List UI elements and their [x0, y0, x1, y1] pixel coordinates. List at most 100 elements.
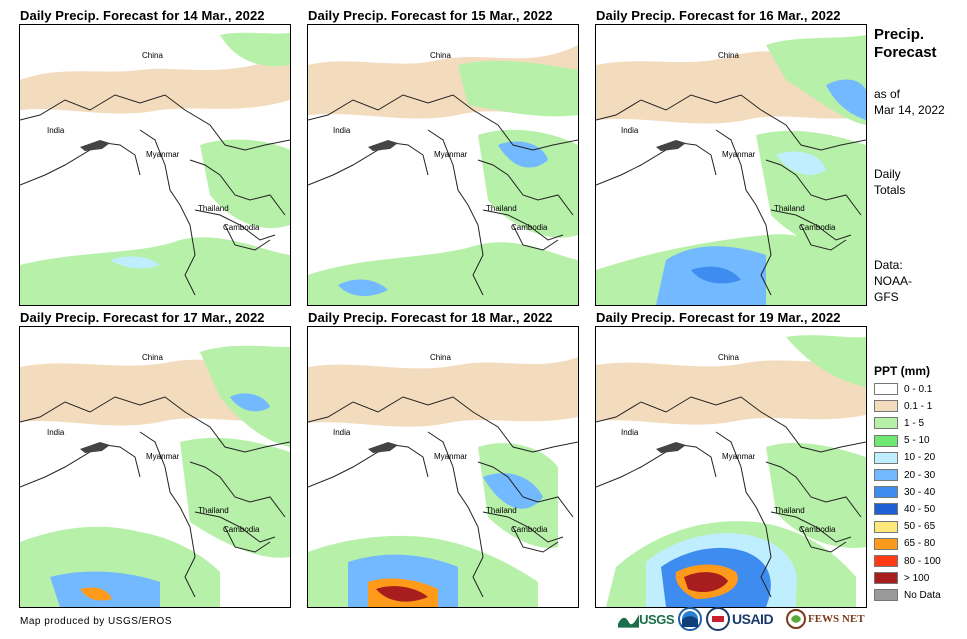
legend-swatch: [874, 520, 898, 533]
sidebar-data-line3: GFS: [874, 290, 899, 304]
legend-item: 0.1 - 1: [874, 398, 932, 414]
legend-item: 40 - 50: [874, 501, 935, 517]
legend-item: > 100: [874, 570, 929, 586]
label-myanmar: Myanmar: [146, 452, 180, 461]
legend-swatch: [874, 417, 898, 430]
usgs-logo: USGS: [618, 604, 674, 634]
label-myanmar: Myanmar: [434, 452, 468, 461]
legend-label: No Data: [904, 589, 941, 601]
label-thailand: Thailand: [486, 204, 517, 213]
label-cambodia: Cambodia: [511, 525, 548, 534]
sidebar-title-line2: Forecast: [874, 44, 937, 61]
label-cambodia: Cambodia: [223, 223, 260, 232]
map-graphic: [308, 45, 578, 305]
legend-item: 0 - 0.1: [874, 381, 932, 397]
map-panel-1: China India Myanmar Thailand Cambodia: [19, 24, 291, 306]
legend-label: 40 - 50: [904, 503, 936, 515]
label-india: India: [333, 126, 351, 135]
legend-label: 65 - 80: [904, 538, 936, 550]
legend-swatch: [874, 572, 898, 585]
map-graphic: [308, 357, 578, 607]
label-china: China: [718, 51, 739, 60]
label-china: China: [718, 353, 739, 362]
map-panel-3: China India Myanmar Thailand Cambodia: [595, 24, 867, 306]
label-cambodia: Cambodia: [799, 525, 836, 534]
legend-item: 80 - 100: [874, 553, 941, 569]
sidebar-title-line1: Precip.: [874, 26, 925, 43]
label-cambodia: Cambodia: [511, 223, 548, 232]
label-india: India: [47, 428, 65, 437]
label-thailand: Thailand: [486, 506, 517, 515]
legend-swatch: [874, 451, 898, 464]
label-china: China: [430, 51, 451, 60]
usaid-logo-text: USAID: [732, 611, 774, 627]
fewsnet-logo-text: FEWS NET: [808, 613, 865, 625]
legend-swatch: [874, 383, 898, 395]
legend-label: 50 - 65: [904, 521, 936, 533]
legend-item: 65 - 80: [874, 536, 935, 552]
usaid-seal: [706, 604, 732, 634]
legend-item: 50 - 65: [874, 519, 935, 535]
noaa-emblem-icon: [678, 607, 702, 631]
legend-label: 80 - 100: [904, 555, 941, 567]
fewsnet-globe-icon: [786, 609, 806, 629]
usgs-logo-text: USGS: [639, 611, 674, 627]
legend-label: 0.1 - 1: [904, 400, 933, 412]
legend-swatch: [874, 503, 898, 516]
panel-title-5: Daily Precip. Forecast for 18 Mar., 2022: [308, 310, 553, 325]
legend-swatch: [874, 589, 898, 602]
sidebar-data-line1: Data:: [874, 258, 903, 272]
usaid-logo: USAID: [732, 604, 784, 634]
legend-swatch: [874, 434, 898, 447]
label-myanmar: Myanmar: [722, 150, 756, 159]
legend-swatch: [874, 486, 898, 499]
legend-item: 30 - 40: [874, 484, 935, 500]
map-credit: Map produced by USGS/EROS: [20, 616, 173, 627]
legend-swatch: [874, 555, 898, 567]
fewsnet-logo: FEWS NET: [786, 604, 866, 634]
map-graphic: [596, 35, 866, 305]
label-china: China: [142, 353, 163, 362]
panel-title-3: Daily Precip. Forecast for 16 Mar., 2022: [596, 8, 841, 23]
sidebar-data-line2: NOAA-: [874, 274, 913, 288]
legend-label: 5 - 10: [904, 435, 930, 447]
sidebar-daily-line2: Totals: [874, 183, 906, 197]
legend-label: 10 - 20: [904, 452, 936, 464]
map-graphic: [20, 32, 290, 305]
label-myanmar: Myanmar: [146, 150, 180, 159]
label-myanmar: Myanmar: [434, 150, 468, 159]
legend-item: 10 - 20: [874, 450, 935, 466]
legend-label: 0 - 0.1: [904, 383, 933, 395]
label-india: India: [47, 126, 65, 135]
panel-title-4: Daily Precip. Forecast for 17 Mar., 2022: [20, 310, 265, 325]
label-thailand: Thailand: [774, 204, 805, 213]
legend-swatch: [874, 469, 898, 481]
label-india: India: [333, 428, 351, 437]
label-thailand: Thailand: [774, 506, 805, 515]
legend-label: 1 - 5: [904, 417, 925, 429]
sidebar-asof-line1: as of: [874, 87, 901, 101]
label-myanmar: Myanmar: [722, 452, 756, 461]
label-thailand: Thailand: [198, 506, 229, 515]
noaa-logo: [678, 604, 704, 634]
sidebar-daily-line1: Daily: [874, 167, 901, 181]
map-graphic: [596, 335, 866, 607]
panel-title-6: Daily Precip. Forecast for 19 Mar., 2022: [596, 310, 841, 325]
label-india: India: [621, 428, 639, 437]
map-panel-2: China India Myanmar Thailand Cambodia: [307, 24, 579, 306]
legend-swatch: [874, 537, 898, 550]
legend-label: 20 - 30: [904, 469, 936, 481]
label-india: India: [621, 126, 639, 135]
legend-swatch: [874, 400, 898, 413]
legend-item: No Data: [874, 587, 941, 603]
panel-title-2: Daily Precip. Forecast for 15 Mar., 2022: [308, 8, 553, 23]
legend-item: 1 - 5: [874, 415, 924, 431]
legend-title: PPT (mm): [874, 364, 931, 378]
label-cambodia: Cambodia: [799, 223, 836, 232]
usaid-seal-icon: [706, 607, 730, 631]
panel-title-1: Daily Precip. Forecast for 14 Mar., 2022: [20, 8, 265, 23]
legend-label: > 100: [904, 572, 930, 584]
map-panel-5: China India Myanmar Thailand Cambodia: [307, 326, 579, 608]
legend-item: 20 - 30: [874, 467, 935, 483]
label-china: China: [142, 51, 163, 60]
